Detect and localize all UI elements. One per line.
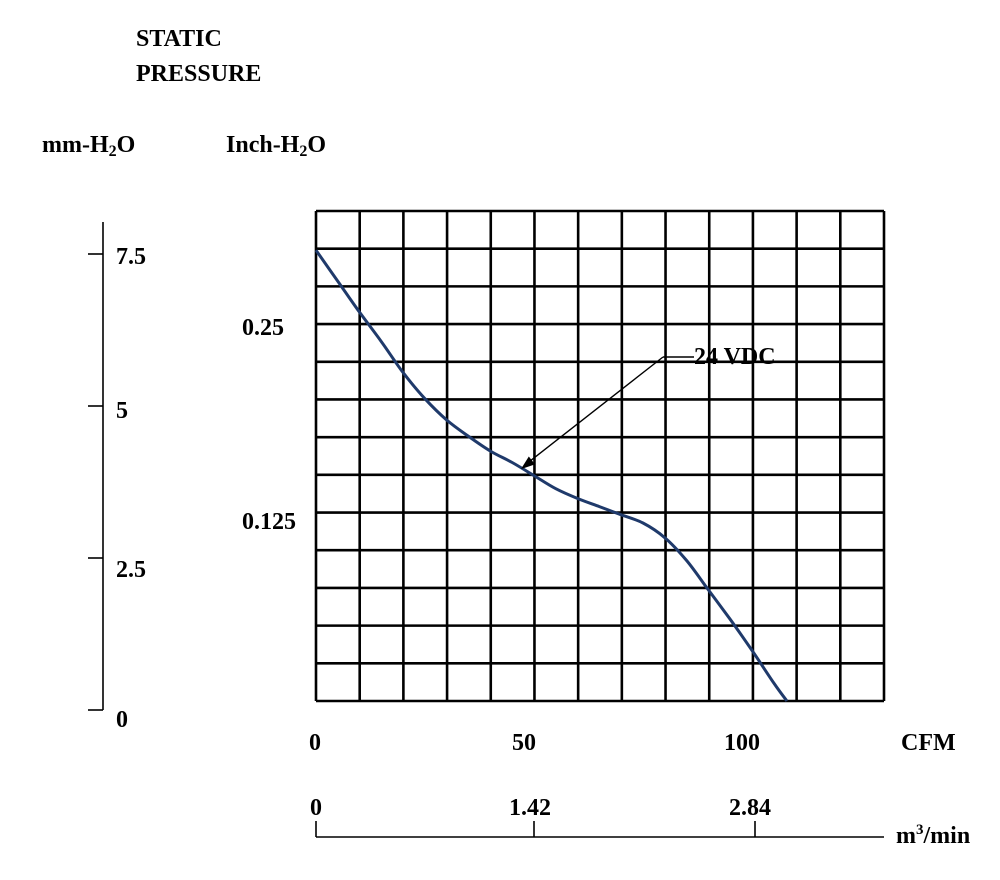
annotation-leader — [524, 356, 664, 466]
chart-title-line1: STATIC — [136, 26, 222, 52]
y-axis-label-inch: Inch-H2O — [226, 132, 327, 160]
mm-tick-label-2.5: 2.5 — [116, 557, 146, 583]
m3-tick-label-0: 0 — [310, 795, 322, 821]
x-axis-label-m3: m3/min — [896, 822, 971, 849]
mm-axis — [88, 222, 104, 711]
series-line-0 — [314, 249, 789, 702]
m3-tick-label-2.84: 2.84 — [729, 795, 771, 821]
m3-tick-label-1.42: 1.42 — [509, 795, 551, 821]
inch-tick-label-0.125: 0.125 — [242, 509, 296, 535]
cfm-tick-label-0: 0 — [309, 730, 321, 756]
mm-tick-label-7.5: 7.5 — [116, 244, 146, 270]
annotation-arrowhead — [520, 456, 536, 470]
chart-title-line2: PRESSURE — [136, 61, 262, 87]
cfm-tick-label-100: 100 — [724, 730, 760, 756]
series-layer — [314, 249, 789, 702]
cfm-tick-label-50: 50 — [512, 730, 536, 756]
y-axis-label-mm: mm-H2O — [42, 132, 136, 160]
chart-grid — [314, 209, 886, 703]
mm-tick-label-5: 5 — [116, 398, 128, 424]
annotation-layer: 24 VDC — [520, 344, 776, 470]
annotation-label: 24 VDC — [694, 344, 776, 370]
x-axis-label-cfm: CFM — [901, 730, 956, 756]
mm-tick-label-0: 0 — [116, 707, 128, 733]
inch-tick-label-0.25: 0.25 — [242, 315, 284, 341]
m3-axis — [315, 821, 884, 838]
